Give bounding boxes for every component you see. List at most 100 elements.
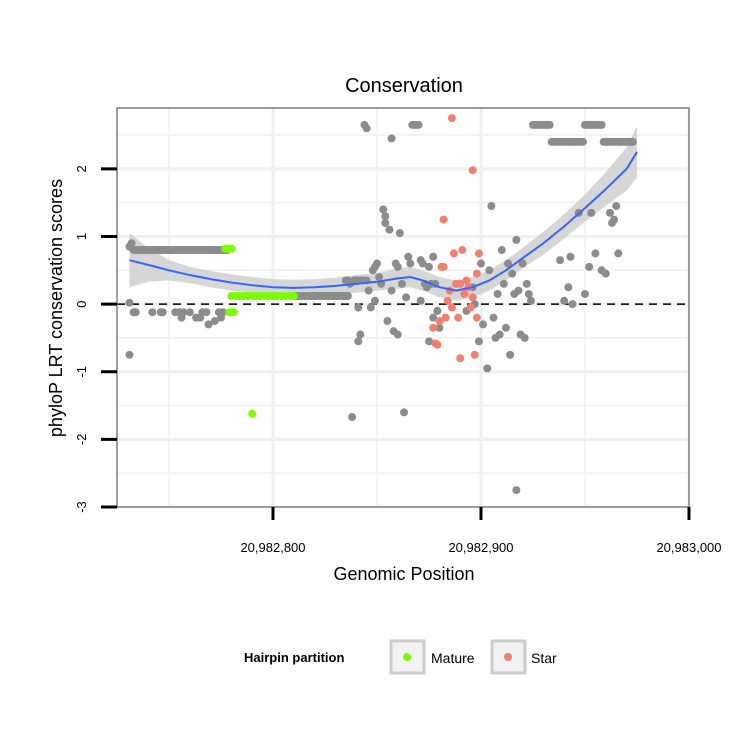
y-axis-title: phyloP LRT conservation scores xyxy=(46,179,66,437)
point-other xyxy=(379,205,388,214)
point-other xyxy=(354,337,363,346)
point-star xyxy=(466,303,475,312)
point-star xyxy=(454,313,463,322)
point-other xyxy=(587,208,596,217)
point-other xyxy=(393,330,402,339)
point-other xyxy=(483,364,492,373)
point-other xyxy=(581,289,589,298)
point-other xyxy=(402,293,411,302)
point-other xyxy=(185,308,194,317)
point-other xyxy=(601,269,610,278)
point-other xyxy=(425,262,433,271)
point-other xyxy=(578,137,587,146)
y-tick-label: 2 xyxy=(74,165,89,172)
point-star xyxy=(449,249,458,258)
point-other xyxy=(560,296,569,305)
point-star xyxy=(447,114,456,123)
y-tick-label: -3 xyxy=(74,501,89,513)
plot-panel-border xyxy=(116,107,690,508)
point-other xyxy=(414,120,423,129)
point-other xyxy=(148,308,157,317)
point-other xyxy=(375,273,384,282)
point-other xyxy=(597,120,606,129)
point-other xyxy=(522,279,531,288)
point-other xyxy=(493,289,502,298)
point-star xyxy=(447,303,456,312)
point-star xyxy=(468,166,477,175)
point-other xyxy=(545,120,554,129)
confidence-band xyxy=(129,126,638,301)
point-other xyxy=(501,323,510,332)
point-other xyxy=(354,303,363,312)
x-tick-label: 20,983,000 xyxy=(656,540,721,555)
smooth-layer xyxy=(129,151,638,292)
point-star xyxy=(439,262,448,271)
point-other xyxy=(219,308,228,317)
legend-label-mature: Mature xyxy=(431,650,475,666)
point-mature xyxy=(227,244,236,253)
point-other xyxy=(512,486,521,495)
point-other xyxy=(397,279,406,288)
point-other xyxy=(395,229,404,238)
point-other xyxy=(204,320,213,329)
point-other xyxy=(520,333,529,342)
point-other xyxy=(614,249,623,258)
point-star xyxy=(458,246,467,255)
point-other xyxy=(524,289,533,298)
y-tick-label: -2 xyxy=(74,434,89,446)
point-star xyxy=(435,317,444,326)
point-other xyxy=(512,235,521,244)
x-tick-label: 20,982,900 xyxy=(448,540,513,555)
legend-dot-star xyxy=(504,653,512,661)
point-other xyxy=(356,330,365,339)
point-other xyxy=(485,266,494,275)
x-tick-label: 20,982,800 xyxy=(240,540,305,555)
point-other xyxy=(425,337,433,346)
point-other xyxy=(508,269,517,278)
point-other xyxy=(404,252,413,261)
point-other xyxy=(566,252,575,261)
point-other xyxy=(210,317,219,326)
point-other xyxy=(429,313,438,322)
point-star xyxy=(439,215,448,224)
point-other xyxy=(479,320,488,329)
point-other xyxy=(474,337,483,346)
point-other xyxy=(612,202,621,211)
chart-title: Conservation xyxy=(345,75,463,97)
point-other xyxy=(585,262,594,271)
point-mature xyxy=(289,292,298,301)
legend-label-star: Star xyxy=(531,650,557,666)
point-other xyxy=(477,259,485,268)
point-other xyxy=(381,218,390,227)
point-other xyxy=(364,286,373,295)
point-other xyxy=(125,298,134,307)
point-other xyxy=(381,212,390,221)
point-other xyxy=(202,308,211,317)
point-other xyxy=(610,215,619,224)
point-other xyxy=(366,303,375,312)
point-other xyxy=(393,262,402,271)
point-other xyxy=(514,286,523,295)
point-star xyxy=(443,296,452,305)
point-star xyxy=(474,249,483,258)
smooth-line xyxy=(129,151,638,292)
point-other xyxy=(383,317,392,326)
point-other xyxy=(495,330,504,339)
point-other xyxy=(418,259,427,268)
point-other xyxy=(131,308,140,317)
axes: 20,982,800 20,982,900 20,983,000 -3 -2 -1 0 1 2 xyxy=(74,165,722,555)
point-other xyxy=(591,249,600,258)
point-other xyxy=(568,300,577,309)
point-other xyxy=(127,239,136,248)
legend: Hairpin partition Mature Star xyxy=(244,639,557,675)
y-tick-label: 0 xyxy=(74,301,89,308)
x-axis-title: Genomic Position xyxy=(333,564,474,584)
point-other xyxy=(400,408,409,417)
point-other xyxy=(406,259,415,268)
point-other xyxy=(343,292,352,301)
point-star xyxy=(460,289,469,298)
point-star xyxy=(456,354,465,363)
point-star xyxy=(433,340,442,349)
point-other xyxy=(387,134,396,143)
